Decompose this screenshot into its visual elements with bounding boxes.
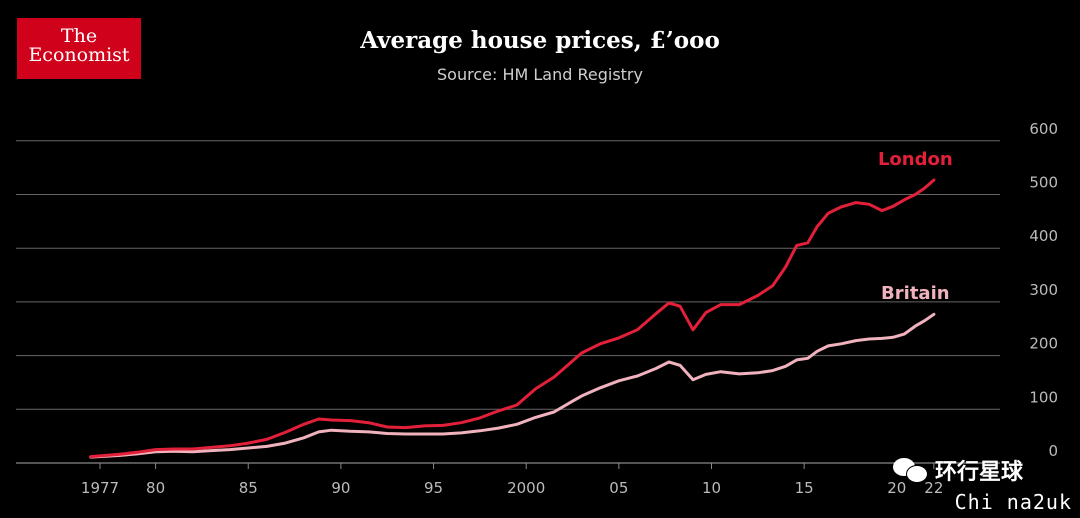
x-tick-label-2000: 2000 bbox=[507, 479, 545, 497]
chart-title: Average house prices, £’ooo bbox=[360, 27, 720, 54]
watermark-handle: Chi na2uk bbox=[954, 490, 1072, 514]
y-tick-label-300: 300 bbox=[1029, 281, 1058, 299]
economist-logo: The Economist bbox=[17, 18, 141, 79]
x-tick-label-1977: 1977 bbox=[81, 479, 119, 497]
x-tick-label-2005: 05 bbox=[609, 479, 628, 497]
logo-line-2: Economist bbox=[28, 44, 130, 67]
y-tick-label-600: 600 bbox=[1029, 120, 1058, 138]
x-tick-label-1990: 90 bbox=[331, 479, 350, 497]
x-tick-label-1980: 80 bbox=[146, 479, 165, 497]
y-tick-label-100: 100 bbox=[1029, 388, 1058, 406]
logo-line-1: The bbox=[60, 25, 98, 47]
x-tick-label-1985: 85 bbox=[239, 479, 258, 497]
x-tick-label-2020: 20 bbox=[887, 479, 906, 497]
watermark-name: 环行星球 bbox=[935, 460, 1024, 485]
watermark: 环行星球 bbox=[893, 455, 1023, 485]
y-tick-label-500: 500 bbox=[1029, 174, 1058, 192]
x-tick-label-2022: 22 bbox=[924, 479, 943, 497]
y-tick-label-0: 0 bbox=[1048, 442, 1058, 460]
series-line-britain bbox=[89, 312, 936, 459]
series-label-london: London bbox=[878, 149, 953, 170]
wechat-icon bbox=[893, 456, 928, 484]
x-tick-label-1995: 95 bbox=[424, 479, 443, 497]
y-tick-label-400: 400 bbox=[1029, 227, 1058, 245]
x-tick-label-2010: 10 bbox=[702, 479, 721, 497]
x-tick-label-2015: 15 bbox=[795, 479, 814, 497]
series-line-london bbox=[89, 178, 936, 459]
y-tick-label-200: 200 bbox=[1029, 335, 1058, 353]
series-label-britain: Britain bbox=[881, 283, 950, 304]
chart-subtitle: Source: HM Land Registry bbox=[437, 65, 643, 84]
